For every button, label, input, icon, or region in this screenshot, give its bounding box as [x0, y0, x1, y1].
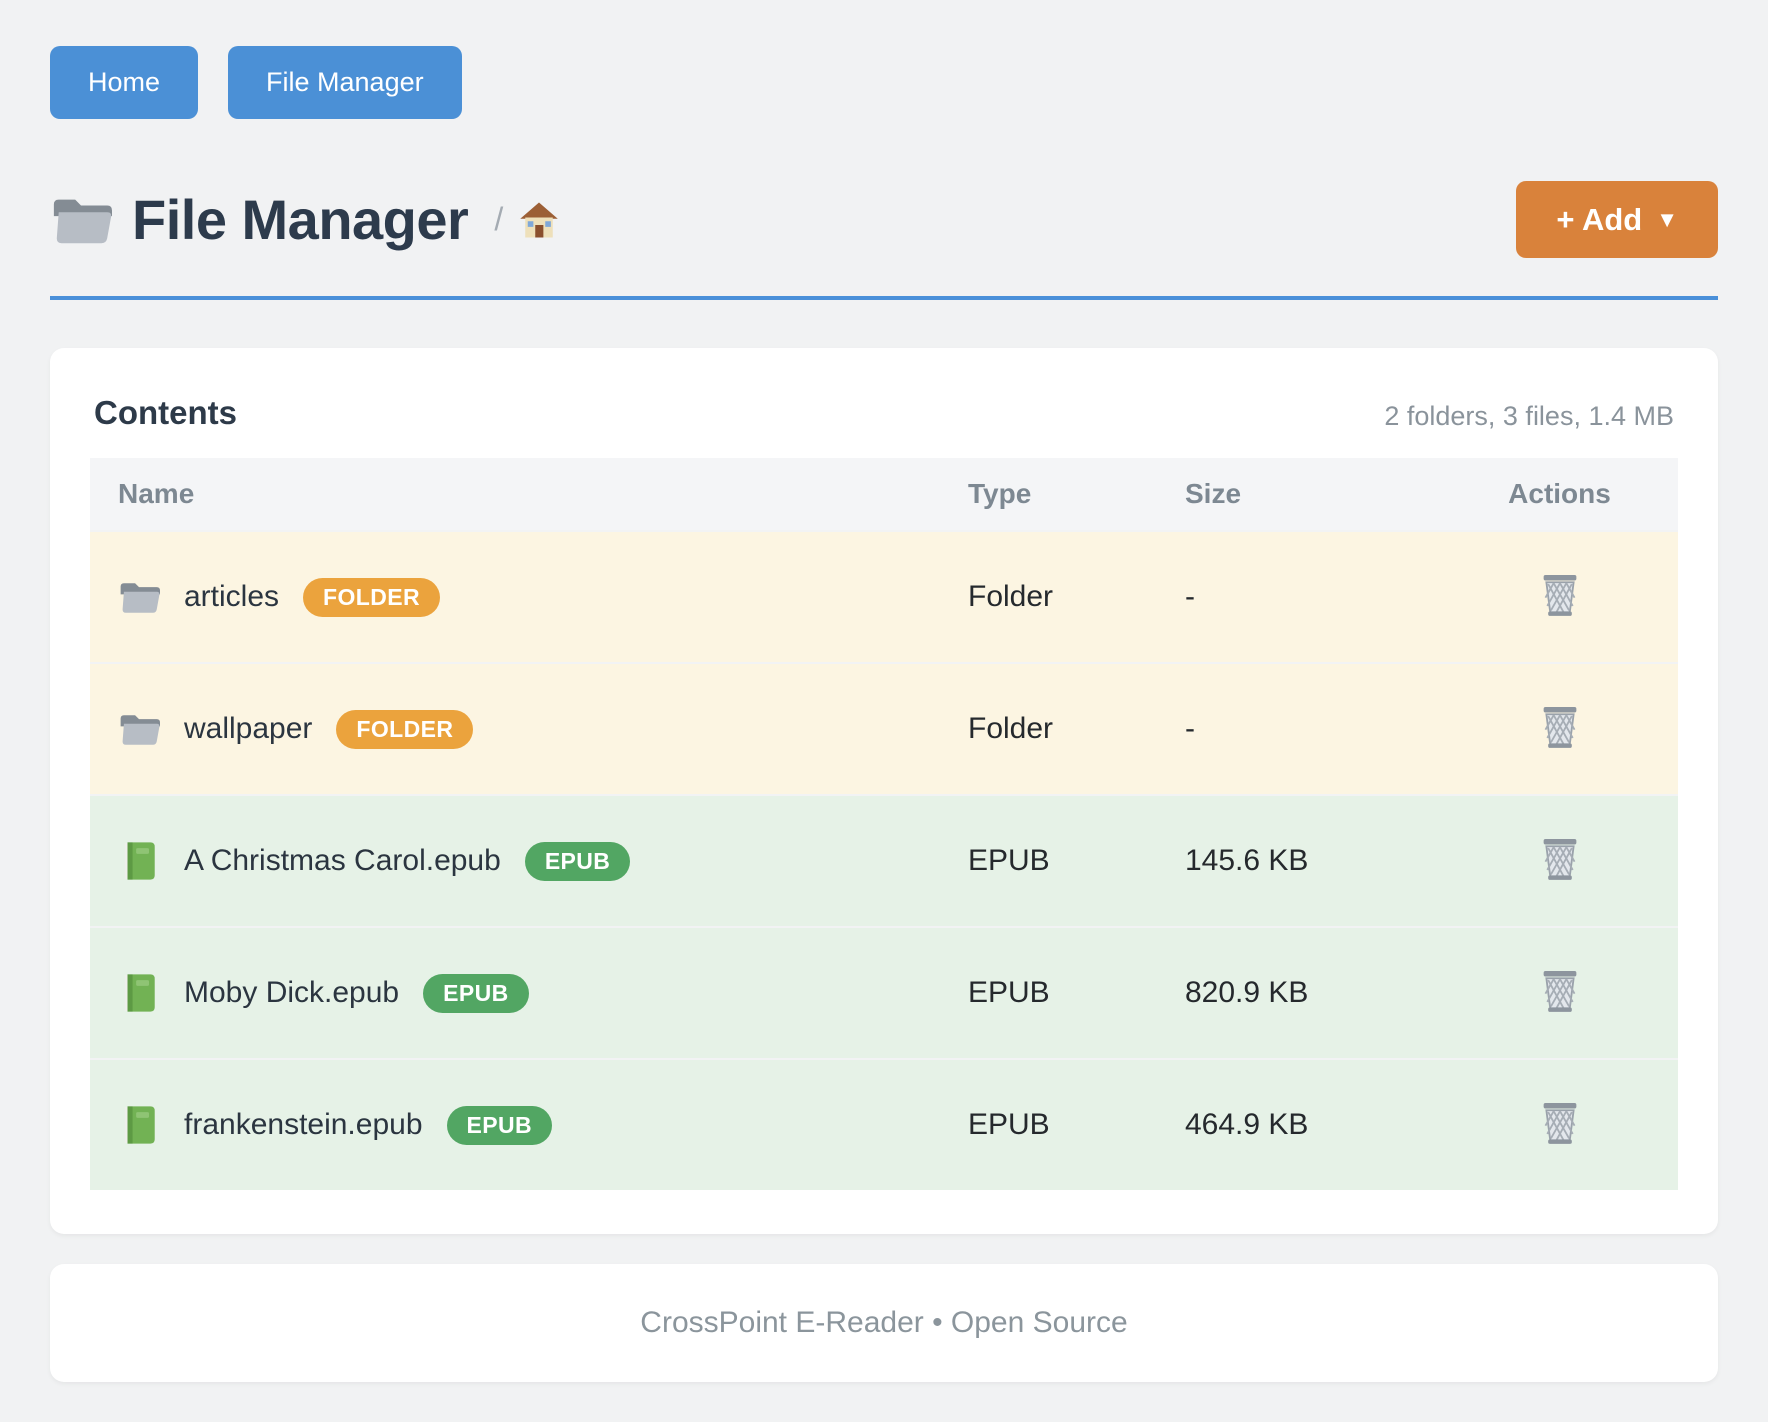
table-row: A Christmas Carol.epub EPUB EPUB 145.6 K…: [90, 794, 1678, 927]
table-row: articles FOLDER Folder -: [90, 530, 1678, 663]
file-name[interactable]: wallpaper: [184, 712, 313, 745]
table-header-row: Name Type Size Actions: [90, 458, 1678, 531]
file-type: EPUB: [940, 1058, 1157, 1190]
delete-button[interactable]: [1536, 701, 1584, 753]
trash-icon: [1543, 575, 1576, 616]
footer-card: CrossPoint E-Reader • Open Source: [50, 1264, 1718, 1382]
page-header: File Manager / + Add ▼: [50, 181, 1718, 258]
contents-card: Contents 2 folders, 3 files, 1.4 MB Name…: [50, 348, 1718, 1234]
file-size: -: [1157, 662, 1441, 795]
type-badge: EPUB: [423, 973, 529, 1013]
trash-icon: [1543, 707, 1576, 748]
column-header-name: Name: [90, 458, 940, 531]
file-size: 820.9 KB: [1157, 926, 1441, 1059]
table-row: wallpaper FOLDER Folder -: [90, 662, 1678, 795]
delete-button[interactable]: [1536, 1097, 1584, 1149]
file-size: 464.9 KB: [1157, 1058, 1441, 1190]
breadcrumb: /: [494, 201, 559, 239]
folder-icon: [120, 715, 160, 745]
type-badge: FOLDER: [336, 709, 474, 749]
column-header-type: Type: [940, 458, 1157, 531]
add-button-label: + Add: [1556, 201, 1643, 237]
type-badge: FOLDER: [303, 577, 440, 617]
file-name[interactable]: articles: [184, 580, 280, 613]
file-type: EPUB: [940, 926, 1157, 1059]
trash-icon: [1543, 1103, 1576, 1144]
add-button[interactable]: + Add ▼: [1516, 181, 1718, 258]
file-table: Name Type Size Actions articles: [90, 458, 1678, 1190]
book-icon: [124, 1106, 155, 1144]
type-badge: EPUB: [524, 841, 631, 881]
delete-button[interactable]: [1536, 833, 1584, 885]
table-row: frankenstein.epub EPUB EPUB 464.9 KB: [90, 1058, 1678, 1190]
folder-icon: [53, 199, 112, 243]
file-name[interactable]: A Christmas Carol.epub: [184, 844, 501, 877]
breadcrumb-separator: /: [494, 201, 504, 237]
folder-icon: [120, 583, 160, 613]
file-manager-button[interactable]: File Manager: [228, 46, 462, 119]
file-size: 145.6 KB: [1157, 794, 1441, 927]
footer-text: CrossPoint E-Reader • Open Source: [640, 1306, 1128, 1339]
delete-button[interactable]: [1536, 965, 1584, 1017]
contents-title: Contents: [94, 394, 237, 431]
accent-divider: [50, 296, 1718, 300]
column-header-actions: Actions: [1441, 458, 1678, 531]
contents-table-body: articles FOLDER Folder -: [90, 530, 1678, 1190]
delete-button[interactable]: [1536, 569, 1584, 621]
trash-icon: [1543, 839, 1576, 880]
book-icon: [124, 842, 155, 880]
file-type: Folder: [940, 530, 1157, 663]
column-header-size: Size: [1157, 458, 1441, 531]
page-title: File Manager: [132, 188, 469, 251]
home-icon[interactable]: [519, 201, 559, 239]
home-button[interactable]: Home: [50, 46, 199, 119]
file-size: -: [1157, 530, 1441, 663]
file-name[interactable]: frankenstein.epub: [184, 1108, 423, 1141]
file-type: Folder: [940, 662, 1157, 795]
type-badge: EPUB: [446, 1105, 553, 1145]
trash-icon: [1543, 971, 1576, 1012]
top-nav: Home File Manager: [50, 46, 1718, 119]
file-type: EPUB: [940, 794, 1157, 927]
chevron-down-icon: ▼: [1656, 206, 1678, 232]
file-name[interactable]: Moby Dick.epub: [184, 976, 400, 1009]
table-row: Moby Dick.epub EPUB EPUB 820.9 KB: [90, 926, 1678, 1059]
book-icon: [124, 974, 155, 1012]
contents-summary: 2 folders, 3 files, 1.4 MB: [1384, 401, 1674, 431]
